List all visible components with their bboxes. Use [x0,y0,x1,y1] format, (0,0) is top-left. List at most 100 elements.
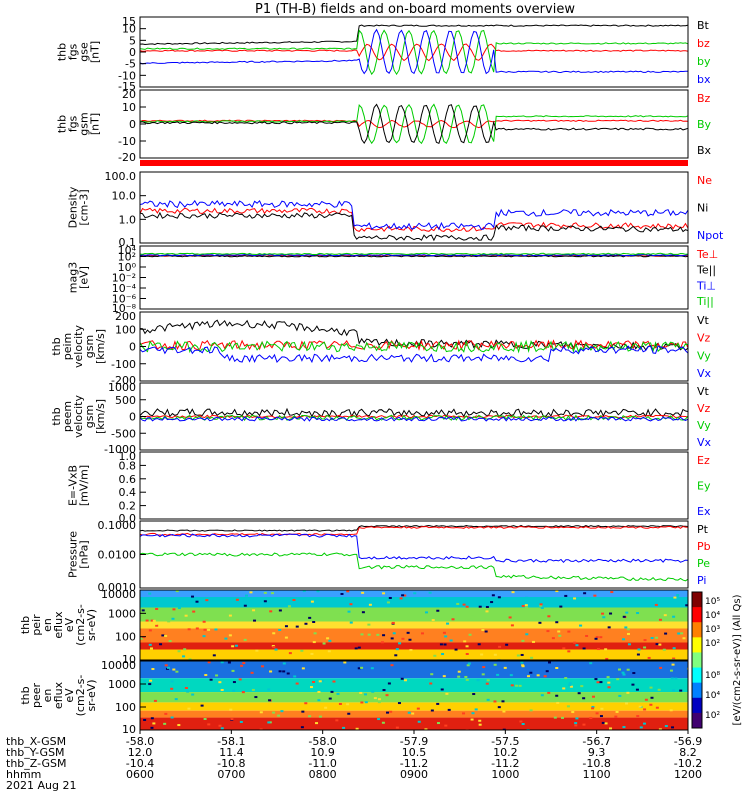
spectrogram-pixel [573,597,577,600]
spectrogram-pixel [386,601,390,604]
spectrogram-pixel [497,596,501,599]
panel-peer-spec: 10000 1000 100 10 thbpeerenefluxeV(cm2-s-sr-… [19,659,689,736]
spectrogram-pixel [591,705,595,708]
spectrogram-pixel [675,596,679,599]
y-tick-label: 500 [115,394,136,407]
spectrogram-pixel [407,711,411,714]
spectrogram-pixel [469,618,473,621]
spectrogram-pixel [625,611,629,614]
spectrogram-pixel [234,644,238,647]
spectrogram-pixel [380,641,384,644]
y-tick-label: 15 [122,15,136,28]
colorbar-swatch [692,607,702,623]
spectrogram-pixel [547,615,551,618]
spectrogram-pixel [230,718,234,721]
spectrogram-pixel [556,701,560,704]
spectrogram-pixel [148,643,152,646]
spectrogram-pixel [447,708,451,711]
x-tick-label: -58.0 [308,735,336,748]
spectrogram-pixel [192,610,196,613]
legend-entry: Bz [697,92,711,105]
spectrogram-pixel [335,719,339,722]
spectrogram-pixel [424,611,428,614]
y-tick-label: 10.0 [112,190,137,203]
y-axis-label-line: en [41,689,54,703]
spectrogram-pixel [367,633,371,636]
spectrogram-pixel [284,636,288,639]
y-axis-label-line: eV [63,617,76,632]
spectrogram-pixel [154,597,158,600]
x-tick-label: -10.8 [582,757,610,770]
y-tick-label: -10 [118,69,136,82]
spectrogram-pixel [643,639,647,642]
spectrogram-pixel [594,637,598,640]
spectrogram-pixel [164,634,168,637]
colorbar-swatch [692,682,702,699]
spectrogram-pixel [466,664,470,667]
spectrogram-pixel [205,599,209,602]
x-tick-label: 0600 [126,768,154,781]
spectrogram-band [140,702,688,711]
spectrogram-pixel [166,666,170,669]
spectrogram-pixel [177,724,181,727]
spectrogram-pixel [328,697,332,700]
spectrogram-pixel [340,592,344,595]
y-axis-label-line: [mV/m] [78,465,91,506]
y-tick-label: 100 [115,631,136,644]
x-tick-label: -57.5 [491,735,519,748]
spectrogram-pixel [277,714,281,717]
spectrogram-pixel [361,591,365,594]
spectrogram-pixel [561,716,565,719]
spectrogram-pixel [232,689,236,692]
spectrogram-pixel [486,679,490,682]
x-tick-label: 1000 [491,768,519,781]
spectrogram-pixel [478,605,482,608]
spectrogram-pixel [457,675,461,678]
legend-entry: Npot [697,229,724,242]
spectrogram-pixel [564,677,568,680]
spectrogram-pixel [368,603,372,606]
series-by [139,29,689,76]
spectrogram-band [140,678,688,693]
spectrogram-pixel [371,690,375,693]
spectrogram-pixel [165,667,169,670]
spectrogram-pixel [442,675,446,678]
x-tick-label: 11.4 [219,746,244,759]
spectrogram-pixel [286,672,290,675]
spectrogram-pixel [670,677,674,680]
y-axis-label-line: (cm2-s- [74,604,87,646]
spectrogram-pixel [443,643,447,646]
spectrogram-pixel [520,661,524,664]
spectrogram-pixel [430,709,434,712]
spectrogram-pixel [502,710,506,713]
y-axis-label-line: (cm2-s- [74,675,87,717]
spectrogram-pixel [490,601,494,604]
colorbar-swatch [692,697,702,714]
spectrogram-pixel [241,691,245,694]
x-tick-label: -10.2 [674,757,702,770]
spectrogram-pixel [272,711,276,714]
spectrogram-pixel [622,726,626,729]
spectrogram-pixel [593,594,597,597]
y-axis-label-line: fgs [67,43,80,60]
series-bx [139,28,688,75]
spectrogram-pixel [521,639,525,642]
y-axis-label-line: gsm [83,335,96,358]
series-Vt [139,407,689,418]
spectrogram-pixel [582,647,586,650]
spectrogram-peir-spec [140,590,688,660]
spectrogram-pixel [315,722,319,725]
spectrogram-pixel [476,679,480,682]
spectrogram-pixel [526,728,530,730]
spectrogram-pixel [382,634,386,637]
y-axis-label-line: Pressure [67,531,80,578]
spectrogram-pixel [242,662,246,665]
spectrogram-pixel [316,590,320,593]
spectrogram-pixel [261,665,265,668]
spectrogram-pixel [320,615,324,618]
spectrogram-pixel [621,604,625,607]
spectrogram-pixel [397,702,401,705]
spectrogram-pixel [672,689,676,692]
spectrogram-pixel [252,609,256,612]
